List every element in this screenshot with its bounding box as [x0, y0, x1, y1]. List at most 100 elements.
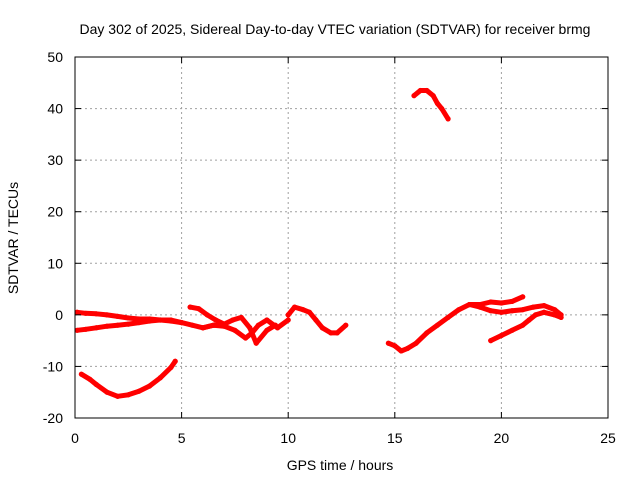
y-tick-label: -20 — [43, 410, 63, 426]
data-point — [211, 323, 216, 328]
data-point — [94, 382, 99, 387]
chart: Day 302 of 2025, Sidereal Day-to-day VTE… — [0, 0, 640, 480]
data-point — [392, 343, 397, 348]
data-point — [83, 311, 88, 316]
data-point — [115, 323, 120, 328]
data-point — [320, 325, 325, 330]
data-point — [243, 335, 248, 340]
chart-title: Day 302 of 2025, Sidereal Day-to-day VTE… — [80, 21, 591, 37]
data-point — [424, 88, 429, 93]
series-layer — [75, 88, 564, 399]
y-tick-label: 20 — [47, 204, 63, 220]
y-tick-label: 30 — [47, 152, 63, 168]
x-tick-label: 15 — [387, 430, 403, 446]
data-point — [435, 101, 440, 106]
data-point — [249, 330, 254, 335]
data-point — [477, 305, 482, 310]
data-point — [533, 312, 538, 317]
data-point — [147, 383, 152, 388]
data-point — [467, 302, 472, 307]
data-point — [335, 330, 340, 335]
data-point — [158, 375, 163, 380]
data-point — [386, 341, 391, 346]
data-point — [173, 359, 178, 364]
data-point — [179, 320, 184, 325]
y-tick-label: 40 — [47, 101, 63, 117]
data-point — [232, 328, 237, 333]
data-point — [264, 317, 269, 322]
data-point — [446, 116, 451, 121]
data-point — [499, 333, 504, 338]
data-point — [431, 93, 436, 98]
data-point — [292, 305, 297, 310]
data-point — [136, 316, 141, 321]
x-tick-label: 25 — [600, 430, 616, 446]
y-tick-label: 50 — [47, 49, 63, 65]
data-point — [520, 294, 525, 299]
data-point — [405, 346, 410, 351]
data-point — [83, 327, 88, 332]
data-point — [411, 93, 416, 98]
data-point — [286, 317, 291, 322]
data-point — [213, 317, 218, 322]
data-point — [230, 317, 235, 322]
data-point — [188, 305, 193, 310]
data-point — [488, 308, 493, 313]
grid — [75, 57, 608, 418]
data-point — [286, 312, 291, 317]
data-point — [488, 338, 493, 343]
data-point — [136, 389, 141, 394]
data-point — [115, 394, 120, 399]
data-point — [509, 299, 514, 304]
x-tick-label: 10 — [280, 430, 296, 446]
data-point — [158, 317, 163, 322]
data-point — [424, 330, 429, 335]
data-point — [254, 341, 259, 346]
x-tick-label: 20 — [494, 430, 510, 446]
data-point — [104, 390, 109, 395]
data-point — [313, 317, 318, 322]
plot-frame — [75, 57, 608, 418]
data-point — [239, 315, 244, 320]
data-point — [126, 322, 131, 327]
data-point — [509, 328, 514, 333]
y-tick-label: 0 — [55, 307, 63, 323]
data-point — [94, 325, 99, 330]
data-point — [79, 372, 84, 377]
x-axis-label: GPS time / hours — [287, 457, 394, 473]
data-point — [115, 314, 120, 319]
y-axis-label: SDTVAR / TECUs — [5, 182, 21, 294]
data-point — [301, 307, 306, 312]
data-point — [200, 325, 205, 330]
data-point — [168, 365, 173, 370]
data-point — [439, 106, 444, 111]
data-point — [414, 341, 419, 346]
data-point — [552, 312, 557, 317]
x-tick-label: 5 — [178, 430, 186, 446]
data-point — [328, 330, 333, 335]
data-point — [307, 310, 312, 315]
data-point — [104, 312, 109, 317]
x-tick-label: 0 — [71, 430, 79, 446]
y-tick-label: 10 — [47, 255, 63, 271]
data-point — [488, 299, 493, 304]
data-point — [541, 303, 546, 308]
data-point — [205, 312, 210, 317]
data-point — [531, 305, 536, 310]
data-point — [552, 307, 557, 312]
data-point — [94, 311, 99, 316]
data-point — [541, 310, 546, 315]
data-point — [126, 315, 131, 320]
data-point — [435, 323, 440, 328]
data-point — [190, 323, 195, 328]
data-point — [399, 348, 404, 353]
data-point — [168, 318, 173, 323]
data-point — [126, 392, 131, 397]
data-point — [222, 324, 227, 329]
data-point — [418, 88, 423, 93]
data-point — [104, 324, 109, 329]
data-point — [558, 315, 563, 320]
data-point — [196, 306, 201, 311]
data-point — [256, 323, 261, 328]
data-point — [509, 308, 514, 313]
